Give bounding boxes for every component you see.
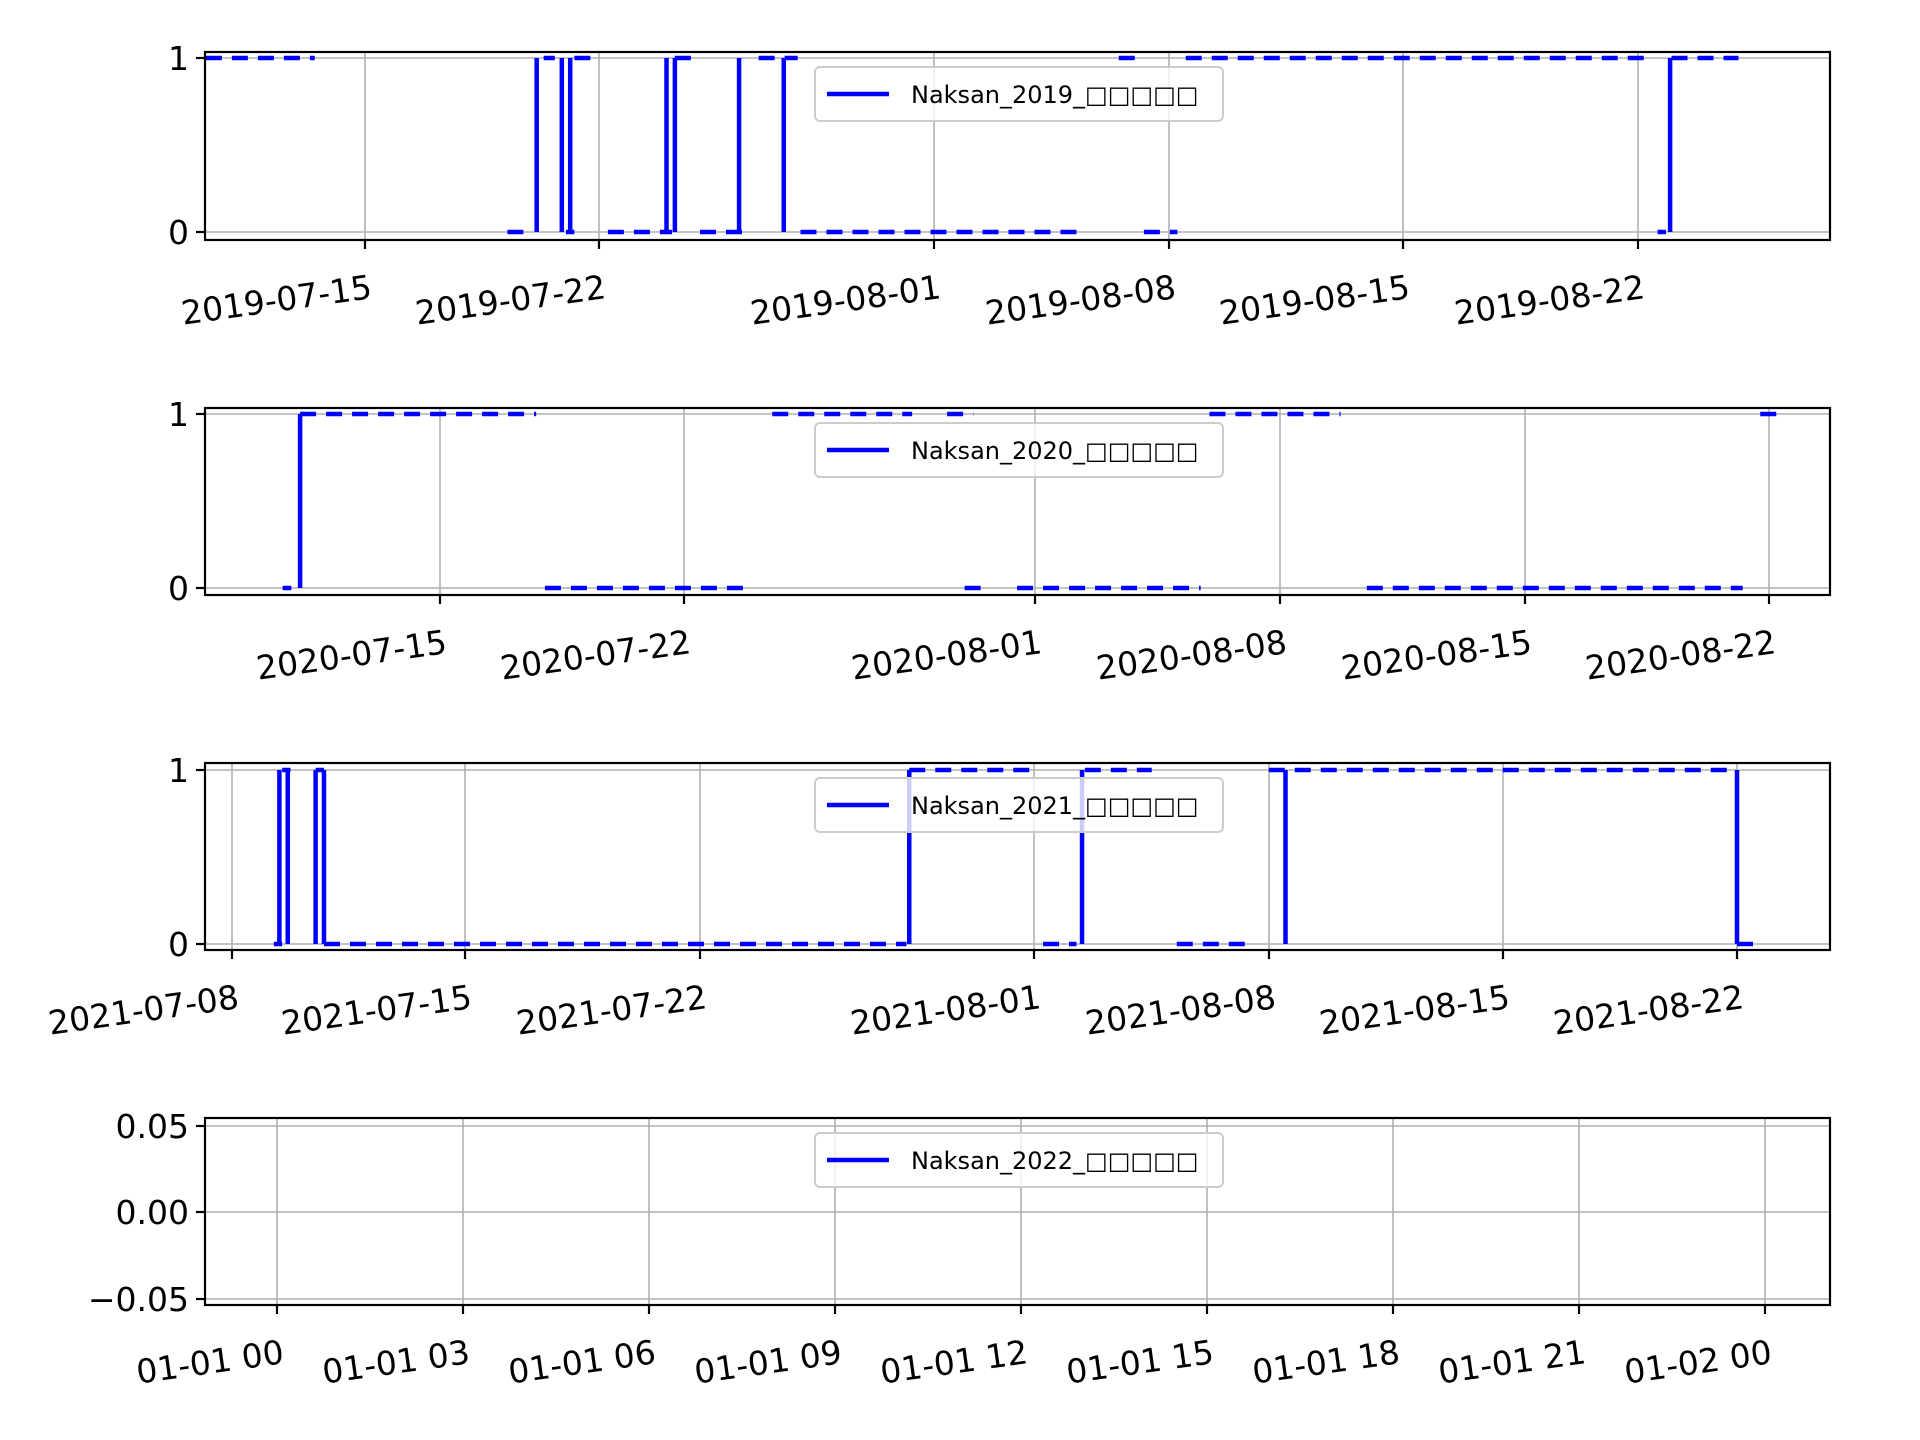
y-tick-label: 1 — [168, 395, 189, 434]
x-tick-label: 2021-08-15 — [1317, 977, 1512, 1042]
y-tick-label: −0.05 — [88, 1280, 189, 1319]
legend-label: Naksan_2020_□□□□□ — [911, 437, 1198, 465]
x-tick-label: 01-01 03 — [320, 1332, 472, 1391]
x-tick-label: 2020-07-15 — [254, 622, 449, 687]
legend: Naksan_2021_□□□□□ — [814, 777, 1224, 833]
x-tick-label: 2020-07-22 — [498, 622, 693, 687]
x-tick-label: 2020-08-08 — [1094, 622, 1289, 687]
x-tick-label: 2020-08-01 — [849, 622, 1044, 687]
axes-frame — [203, 761, 1832, 952]
x-tick-label: 2019-07-15 — [179, 267, 374, 332]
x-tick-label: 2019-08-15 — [1217, 267, 1412, 332]
x-tick-label: 01-01 06 — [506, 1332, 658, 1391]
y-tick-label: 0.00 — [116, 1193, 189, 1232]
y-tick-label: 0.05 — [116, 1107, 189, 1146]
y-tick-label: 1 — [168, 39, 189, 78]
x-tick-label: 2021-08-22 — [1551, 977, 1746, 1042]
legend: Naksan_2019_□□□□□ — [814, 66, 1224, 122]
x-tick-label: 01-01 12 — [878, 1332, 1030, 1391]
x-tick-label: 01-01 09 — [692, 1332, 844, 1391]
legend-box — [814, 1132, 1224, 1188]
legend-box — [814, 66, 1224, 122]
x-tick-label: 01-01 18 — [1250, 1332, 1402, 1391]
subplot-2: 0 1 2020-07-15 2020-07-22 2020-08-01 2020-08-… — [168, 395, 1832, 688]
y-tick-label: 1 — [168, 751, 189, 790]
legend-label: Naksan_2022_□□□□□ — [911, 1147, 1198, 1175]
subplot-1: 0 1 2019-07-15 2019-07-22 2019-08-01 2019-08-… — [168, 39, 1832, 333]
y-tick-label: 0 — [168, 925, 189, 964]
x-tick-label: 2020-08-15 — [1339, 622, 1534, 687]
y-tick-label: 0 — [168, 213, 189, 252]
x-tick-label: 2021-07-15 — [279, 977, 474, 1042]
subplot-4: 0.05 0.00 −0.05 01-01 00 01-01 03 01-01 06 01-… — [88, 1107, 1832, 1392]
subplot-3: 0 1 2021-07-08 2021-07-15 2021-07-22 2021-08-… — [46, 751, 1832, 1043]
x-tick-label: 2019-08-22 — [1452, 267, 1647, 332]
axes-frame — [203, 406, 1832, 597]
x-tick-label: 2019-08-01 — [748, 267, 943, 332]
x-tick-label: 01-01 00 — [134, 1332, 286, 1391]
axes-frame — [203, 50, 1832, 242]
x-tick-label: 01-01 15 — [1064, 1332, 1216, 1391]
x-tick-label: 01-02 00 — [1622, 1332, 1774, 1391]
legend: Naksan_2020_□□□□□ — [814, 422, 1224, 478]
legend-label: Naksan_2019_□□□□□ — [911, 81, 1198, 109]
x-tick-label: 2021-08-08 — [1083, 977, 1278, 1042]
y-tick-label: 0 — [168, 569, 189, 608]
legend-box — [814, 422, 1224, 478]
legend-label: Naksan_2021_□□□□□ — [911, 792, 1198, 820]
legend: Naksan_2022_□□□□□ — [814, 1132, 1224, 1188]
x-tick-label: 2019-08-08 — [983, 267, 1178, 332]
x-tick-label: 2021-08-01 — [848, 977, 1043, 1042]
x-tick-label: 2019-07-22 — [413, 267, 608, 332]
x-tick-label: 01-01 21 — [1436, 1332, 1588, 1391]
legend-box — [814, 777, 1224, 833]
x-tick-label: 2020-08-22 — [1583, 622, 1778, 687]
x-tick-label: 2021-07-08 — [46, 977, 241, 1042]
x-tick-label: 2021-07-22 — [514, 977, 709, 1042]
